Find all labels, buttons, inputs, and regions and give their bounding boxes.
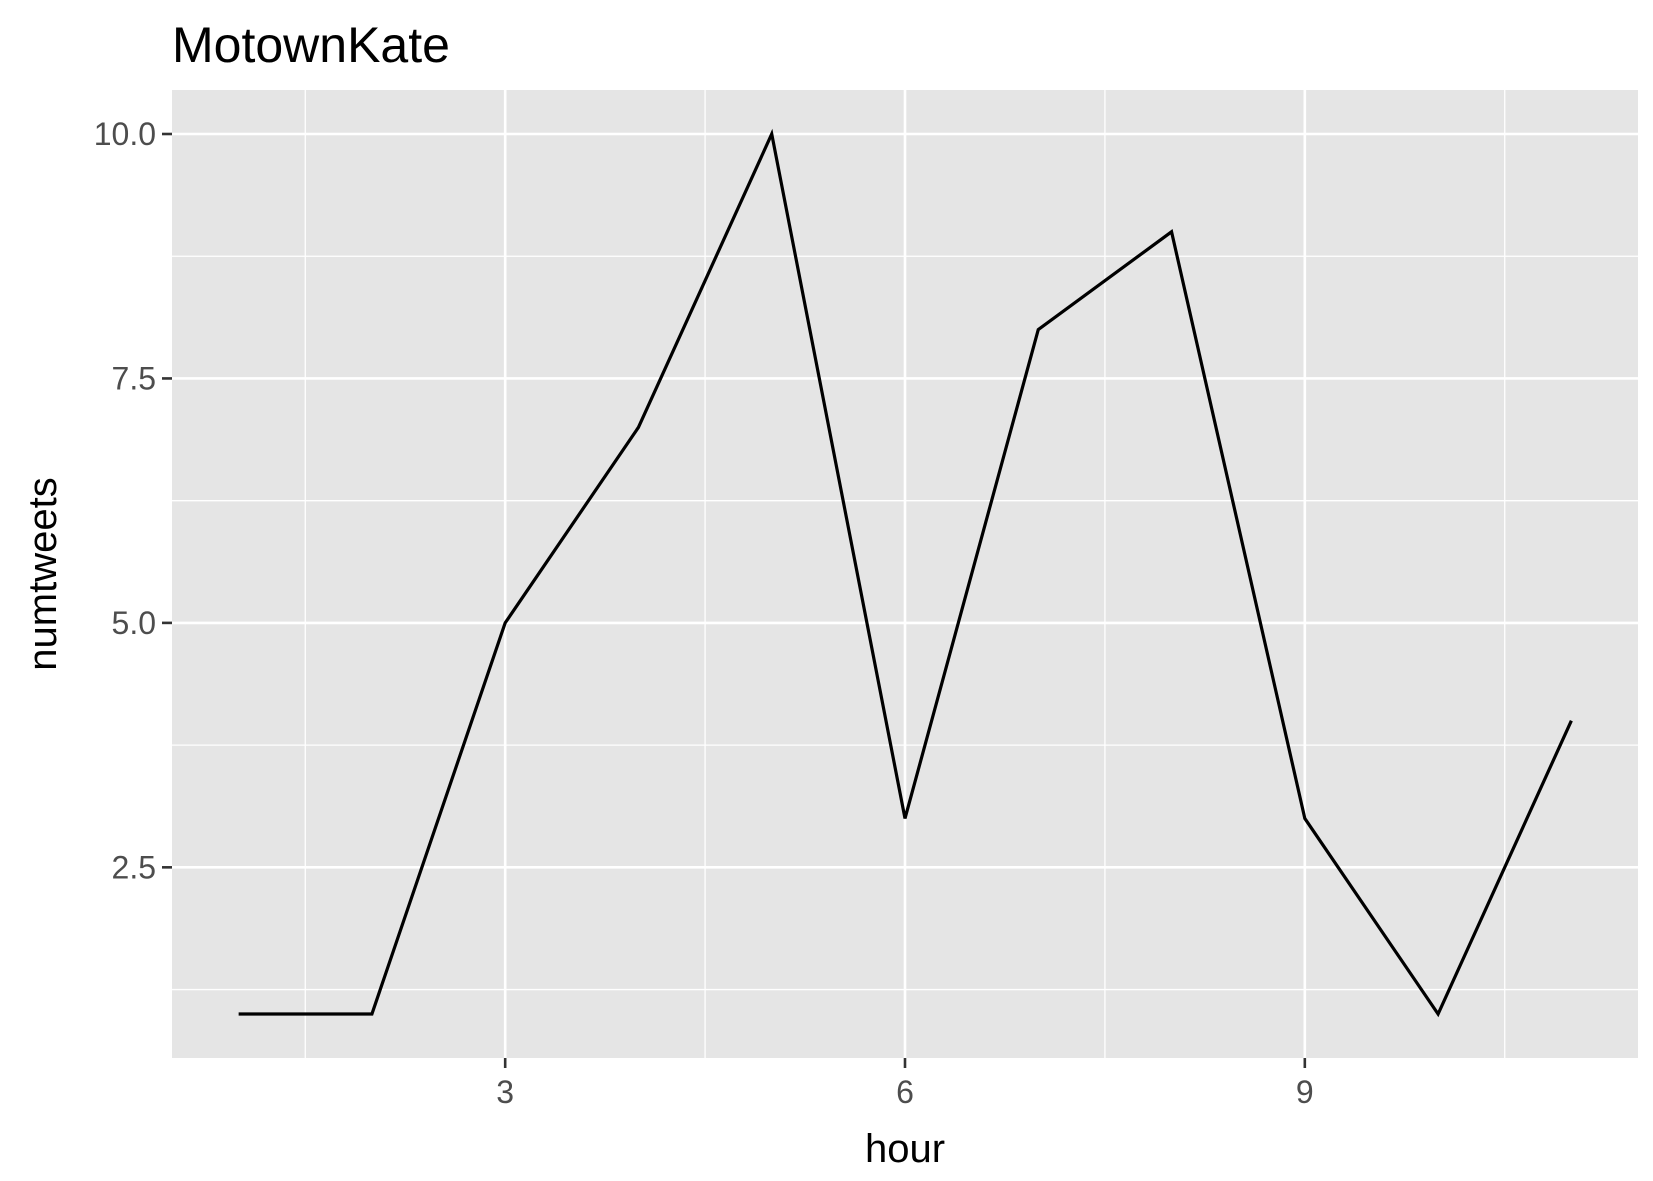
major-gridlines xyxy=(172,90,1638,1058)
x-tick-label-1: 6 xyxy=(896,1074,914,1110)
series-line-0 xyxy=(238,128,1573,1018)
x-tick-label-0: 3 xyxy=(496,1074,514,1110)
series-layer xyxy=(238,128,1573,1018)
x-tick-label-2: 9 xyxy=(1296,1074,1314,1110)
y-tick-label-0: 2.5 xyxy=(112,849,156,885)
y-tick-label-1: 5.0 xyxy=(112,605,156,641)
y-axis-title: numtweets xyxy=(21,477,65,670)
tick-labels: 3 6 9 2.5 5.0 7.5 10.0 xyxy=(94,116,1314,1110)
x-axis-title: hour xyxy=(865,1127,945,1171)
chart-title: MotownKate xyxy=(172,17,450,73)
axis-ticks xyxy=(162,132,1307,1068)
y-tick-label-2: 7.5 xyxy=(112,360,156,396)
y-tick-label-3: 10.0 xyxy=(94,116,156,152)
